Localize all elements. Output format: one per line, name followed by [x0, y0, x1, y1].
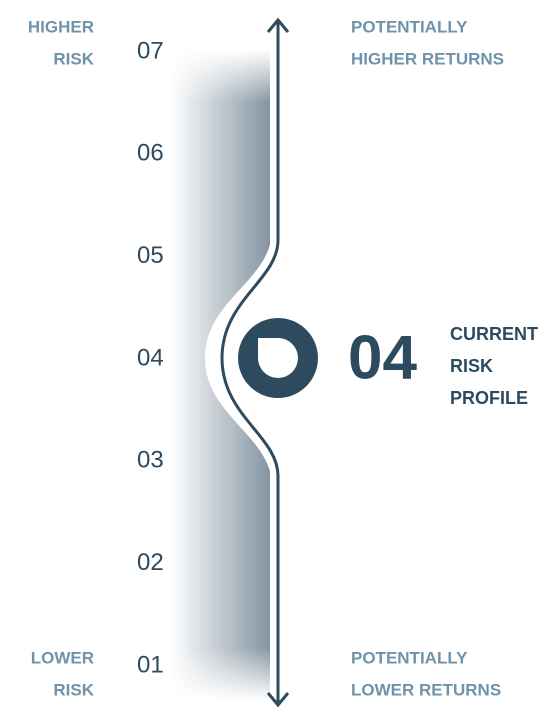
- bottom-right-label: POTENTIALLY: [351, 648, 468, 667]
- current-caption: RISK: [450, 356, 493, 376]
- arrow-down: [266, 692, 290, 708]
- bottom-right-label: LOWER RETURNS: [351, 680, 501, 699]
- top-right-label: HIGHER RETURNS: [351, 49, 504, 68]
- risk-level: 02: [137, 549, 164, 576]
- top-right-label: POTENTIALLY: [351, 17, 468, 36]
- risk-level: 01: [137, 651, 164, 678]
- bottom-left-label: RISK: [53, 680, 94, 699]
- top-left-label: RISK: [53, 49, 94, 68]
- risk-level: 07: [137, 37, 164, 64]
- current-caption: PROFILE: [450, 388, 528, 408]
- risk-level: 06: [137, 140, 164, 167]
- scale-line: [220, 22, 280, 702]
- current-caption: CURRENT: [450, 324, 538, 344]
- current-value: 04: [348, 323, 417, 392]
- risk-level: 04: [137, 344, 164, 371]
- risk-level: 05: [137, 242, 164, 269]
- marker-icon: [258, 338, 298, 378]
- top-left-label: HIGHER: [28, 17, 94, 36]
- bottom-left-label: LOWER: [31, 648, 94, 667]
- arrow-up: [266, 17, 290, 33]
- risk-level: 03: [137, 447, 164, 474]
